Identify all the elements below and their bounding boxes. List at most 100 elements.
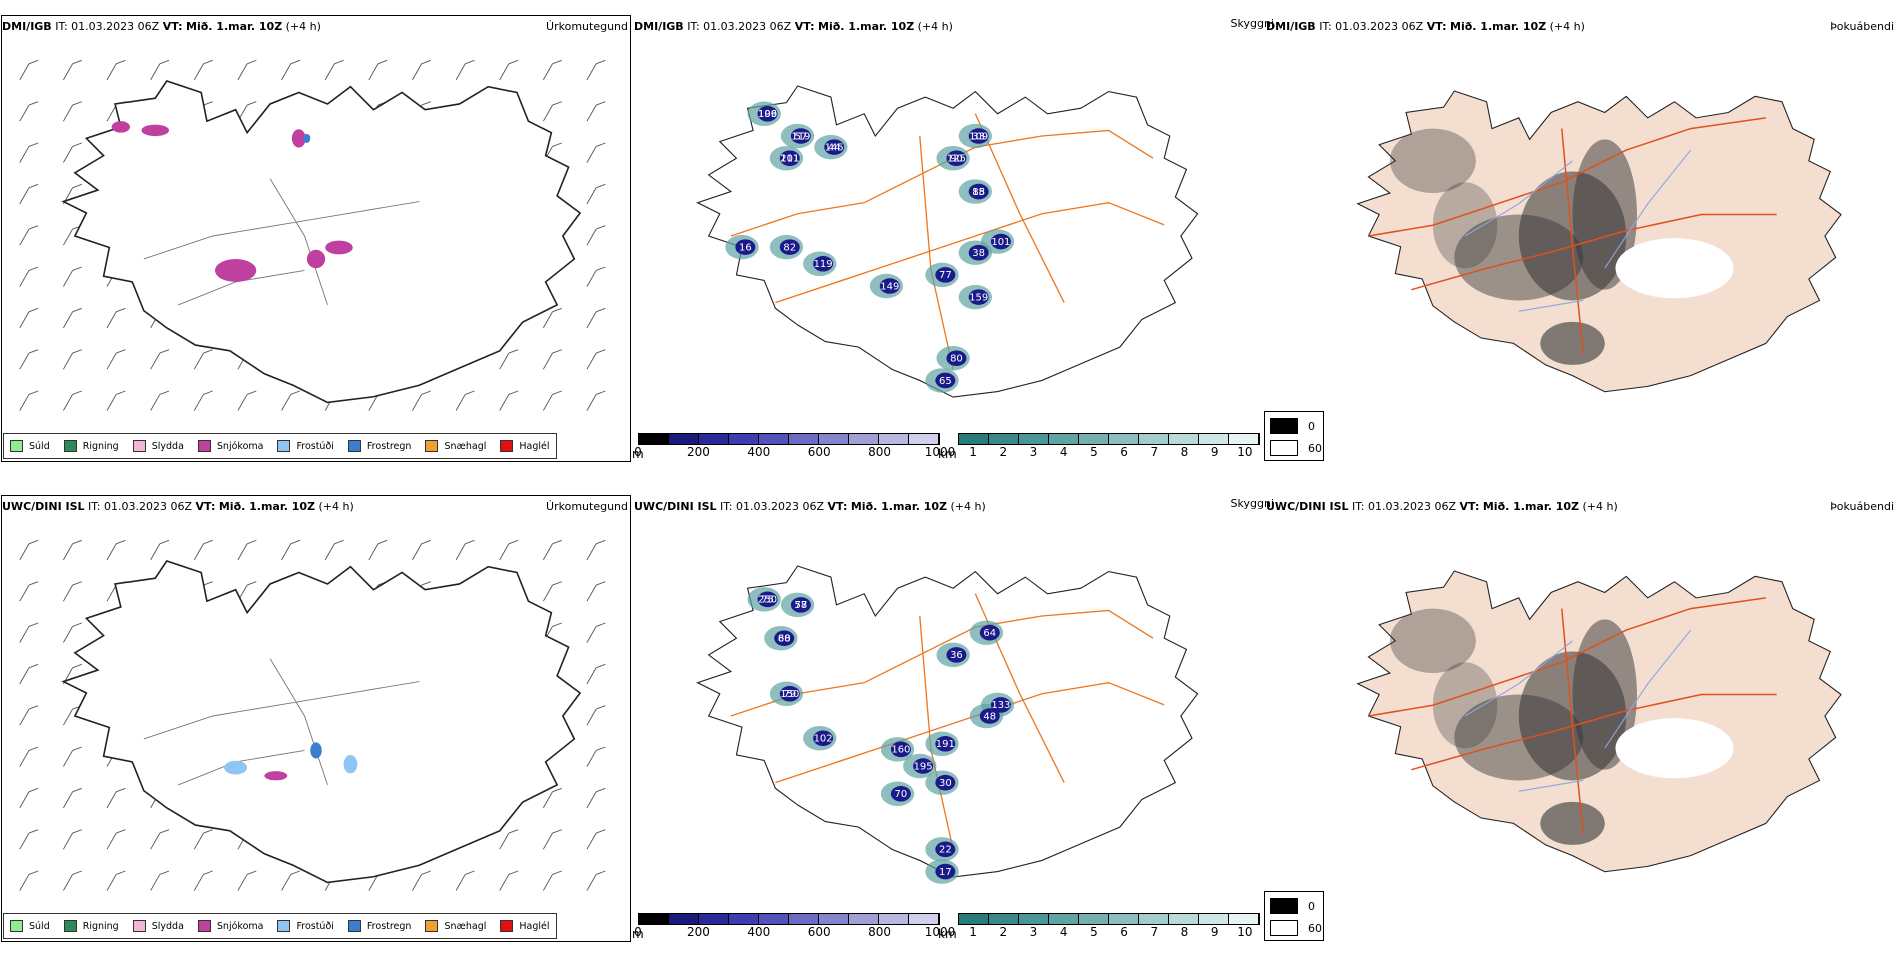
wind-barb-flag xyxy=(595,183,606,189)
wind-barb xyxy=(368,63,379,81)
fog-legend-item: 0 xyxy=(1270,898,1323,914)
it-prefix: IT: xyxy=(1319,20,1332,33)
wind-barb xyxy=(150,543,161,561)
vt-value: Mið. 1.mar. 10Z xyxy=(1450,20,1547,33)
wind-barb xyxy=(586,626,597,643)
wind-barb-flag xyxy=(28,307,39,313)
wind-barb-flag xyxy=(28,142,39,147)
fog-area xyxy=(1572,619,1637,770)
panel-header: DMI/IGB IT: 01.03.2023 06Z VT: Mið. 1.ma… xyxy=(2,20,321,33)
wind-barb-flag xyxy=(72,829,82,834)
scale-tick-label: 800 xyxy=(868,925,892,939)
wind-barb xyxy=(63,626,73,643)
vt-prefix: VT: xyxy=(162,20,183,33)
wind-barb xyxy=(368,874,379,891)
fog-legend-swatch xyxy=(1270,418,1298,434)
visibility-panel: UWC/DINI ISL IT: 01.03.2023 06Z VT: Mið.… xyxy=(632,480,1274,950)
legend-item: Haglél xyxy=(500,440,550,452)
panel-kind: Skyggni xyxy=(1230,17,1274,30)
legend-swatch xyxy=(277,920,291,932)
panel-kind: Skyggni xyxy=(1230,497,1274,510)
wind-barb xyxy=(106,311,117,329)
wind-barb xyxy=(19,667,30,685)
wind-barb-flag xyxy=(28,266,39,271)
wind-barb-flag xyxy=(421,59,431,65)
wind-barb-flag xyxy=(72,59,82,65)
very-low-visibility-area xyxy=(913,758,934,774)
wind-barb-flag xyxy=(203,101,213,106)
fog-legend-label: 60 xyxy=(1308,921,1322,935)
wind-barb-flag xyxy=(28,101,39,106)
precip-map xyxy=(19,59,606,411)
wind-barb-flag xyxy=(465,390,475,395)
scale-tick-label: 0 xyxy=(634,445,642,459)
scale-bin xyxy=(879,434,909,444)
glacier-area xyxy=(1615,238,1734,299)
wind-barb xyxy=(106,791,117,809)
model-name: DMI/IGB xyxy=(2,20,52,33)
wind-barb xyxy=(150,394,161,411)
wind-barb-flag xyxy=(377,539,388,545)
visibility-value-label: 70 xyxy=(895,789,908,800)
scale-tick-label: 10 xyxy=(1237,445,1253,459)
very-low-visibility-area xyxy=(757,591,778,608)
scale-bin xyxy=(1199,434,1229,444)
wind-barb xyxy=(586,63,597,81)
wind-barb xyxy=(586,352,597,370)
visibility-value-label: 75 xyxy=(761,595,774,606)
snow-area xyxy=(264,771,288,781)
scale-bin xyxy=(879,914,909,924)
legend-label: Snæhagl xyxy=(444,440,487,452)
scale-bin xyxy=(849,434,879,444)
it-value: 01.03.2023 06Z xyxy=(1368,500,1457,513)
wind-barb xyxy=(193,352,204,370)
forecast-row-dmi: DMI/IGB IT: 01.03.2023 06Z VT: Mið. 1.ma… xyxy=(1,15,1894,462)
visibility-value-label: 191 xyxy=(936,739,955,750)
wind-barb xyxy=(19,394,30,411)
scale-bin xyxy=(759,434,789,444)
wind-barb xyxy=(193,63,204,81)
wind-barb-flag xyxy=(552,829,562,834)
scale-bin xyxy=(819,434,849,444)
legend-item: Súld xyxy=(10,920,50,932)
wind-barb xyxy=(412,874,423,891)
wind-barb-flag xyxy=(508,829,519,834)
wind-barb-flag xyxy=(159,539,170,545)
wind-barb-flag xyxy=(246,59,257,65)
wind-barb xyxy=(542,311,553,329)
legend-swatch xyxy=(10,920,23,932)
fog-index-shading xyxy=(1389,128,1637,365)
legend-item: Snjókoma xyxy=(197,440,263,452)
wind-barb xyxy=(19,832,30,850)
wind-barb-flag xyxy=(72,581,82,586)
scale-bin xyxy=(959,434,989,444)
scale-tick-label: 200 xyxy=(686,445,710,459)
fog-legend-swatch xyxy=(1270,920,1298,936)
fog-map xyxy=(1357,570,1842,873)
wind-barb-flag xyxy=(159,59,170,65)
wind-barb xyxy=(193,543,204,561)
wind-barb-flag xyxy=(290,59,301,65)
visibility-value-label: 16 xyxy=(739,242,752,253)
wind-barb xyxy=(586,187,597,205)
visibility-value-label: 101 xyxy=(780,154,799,165)
wind-barb xyxy=(455,63,466,81)
legend-swatch xyxy=(347,440,361,452)
wind-barb xyxy=(106,352,117,370)
wind-barb-flag xyxy=(595,349,606,354)
visibility-value-label: 44 xyxy=(828,142,841,153)
wind-barb xyxy=(455,394,466,411)
legend-swatch xyxy=(425,440,439,452)
legend-swatch xyxy=(63,440,77,452)
very-low-visibility-area xyxy=(979,708,1000,724)
visibility-value-label: 78 xyxy=(795,600,808,611)
wind-barb-flag xyxy=(116,307,126,313)
wind-barb xyxy=(19,791,30,809)
legend-label: Haglél xyxy=(519,920,550,932)
fog-index-panel: UWC/DINI ISL IT: 01.03.2023 06Z VT: Mið.… xyxy=(1264,480,1900,950)
wind-barb xyxy=(586,667,597,685)
snow-area xyxy=(214,258,257,282)
legend-label: Haglél xyxy=(519,440,550,452)
fog-legend: 0 60 xyxy=(1264,411,1324,461)
wind-barb xyxy=(19,626,30,643)
